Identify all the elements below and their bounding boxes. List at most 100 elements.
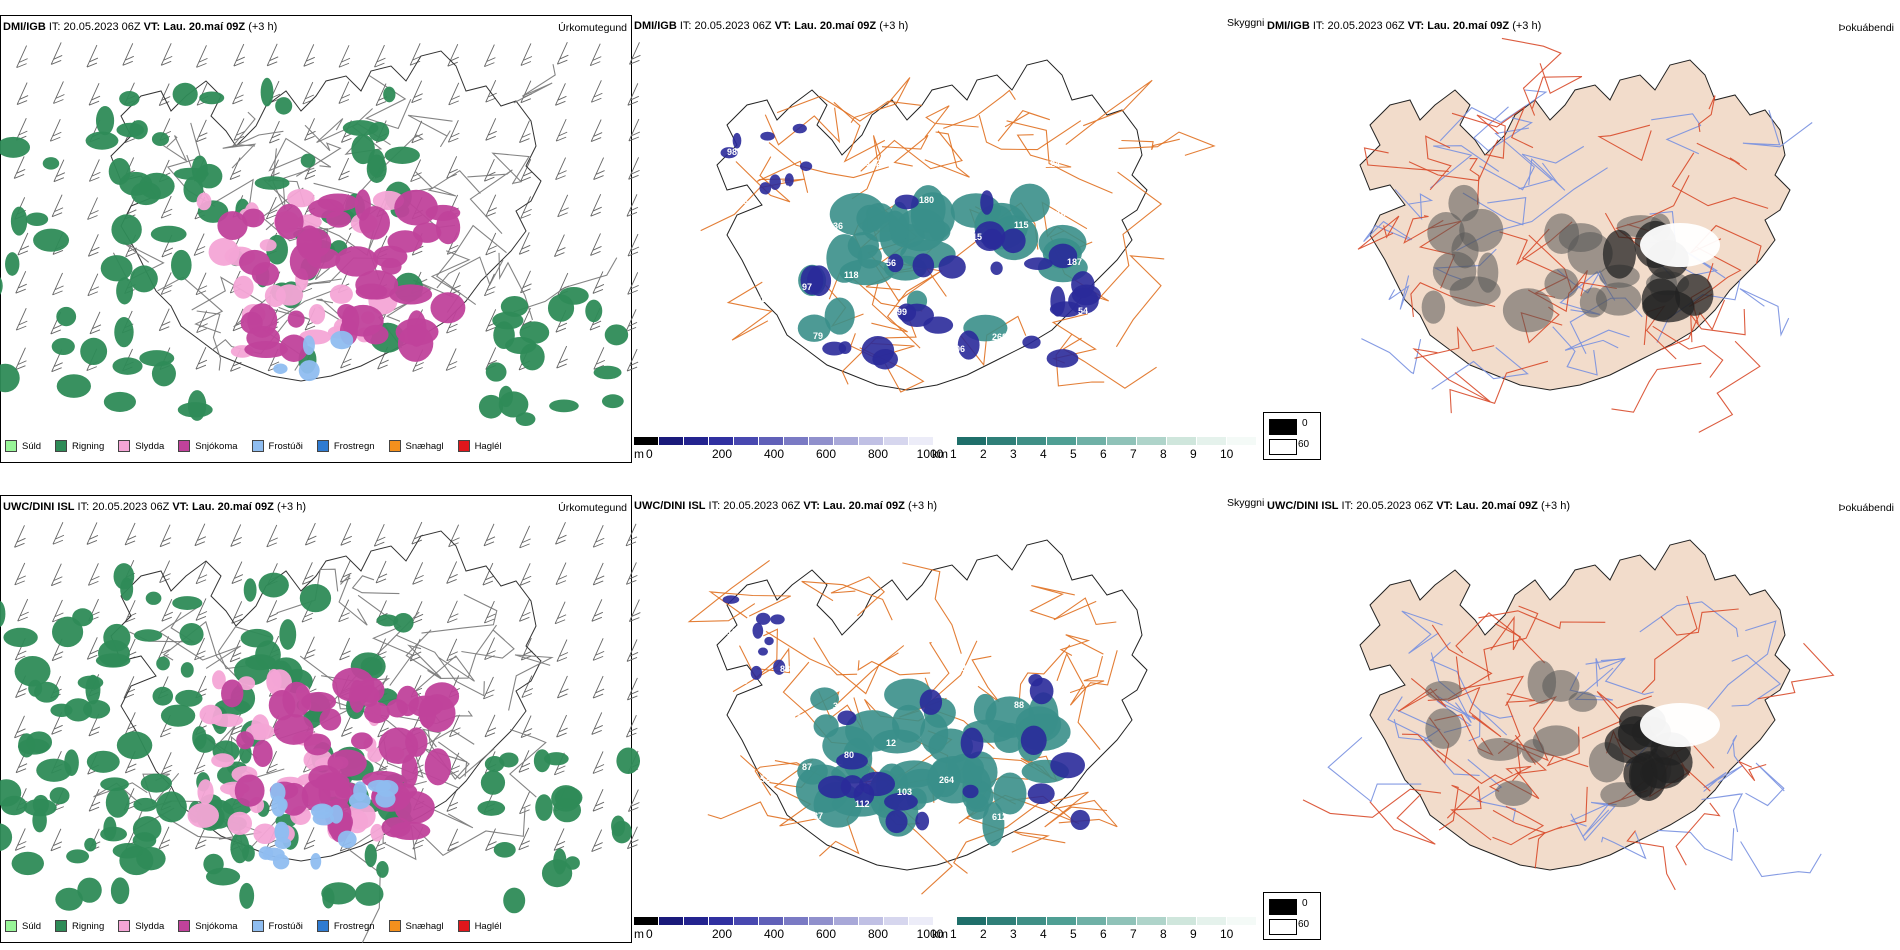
it-label: IT: xyxy=(74,501,93,513)
visibility-value-label: 115 xyxy=(1014,220,1029,230)
legend-swatch xyxy=(55,920,68,932)
km-unit: km xyxy=(932,447,948,461)
it-label: IT: xyxy=(1338,500,1357,512)
km-tick: 8 xyxy=(1160,447,1167,461)
visibility-value-label: 612 xyxy=(992,812,1007,822)
panel-header: UWC/DINI ISL IT: 20.05.2023 06Z VT: Lau.… xyxy=(634,500,937,512)
vt-value: Lau. 20.maí 09Z xyxy=(1455,500,1538,512)
fog-scale-box: 0 60 xyxy=(1263,412,1321,460)
vt-label: VT: xyxy=(1436,500,1453,512)
visibility-km-colorbar xyxy=(957,917,1257,925)
visibility-value-label: 145 xyxy=(1056,208,1071,218)
km-tick: 5 xyxy=(1070,927,1077,941)
model-name: DMI/IGB xyxy=(3,21,46,33)
km-tick: 10 xyxy=(1220,447,1234,461)
fog-panel-title: Þokuábendi xyxy=(1838,22,1894,34)
legend-swatch xyxy=(388,920,401,932)
legend-label: Snæhagl xyxy=(405,920,444,932)
visibility-value-label: 79 xyxy=(813,331,823,341)
vt-value: Lau. 20.maí 09Z xyxy=(822,500,905,512)
it-value: 20.05.2023 06Z xyxy=(694,20,772,32)
legend-label: Snæhagl xyxy=(405,440,444,452)
visibility-value-label: 106 xyxy=(950,344,965,354)
visibility-value-label: 473 xyxy=(791,713,806,723)
legend-swatch xyxy=(457,440,470,452)
vt-label: VT: xyxy=(803,500,820,512)
legend-swatch xyxy=(316,920,329,932)
legend-item-frostúði: Frostúði xyxy=(251,920,303,932)
lead-time: (+3 h) xyxy=(276,501,306,513)
km-tick: 5 xyxy=(1070,447,1077,461)
legend-label: Slydda xyxy=(135,920,165,932)
visibility-value-label: 114 xyxy=(760,294,775,304)
visibility-value-label: 97 xyxy=(1067,737,1077,747)
legend-label: Frostregn xyxy=(333,920,375,932)
visibility-value-label: 52 xyxy=(760,774,770,784)
visibility-value-label: 97 xyxy=(802,282,812,292)
legend-item-rigning: Rigning xyxy=(55,920,104,932)
km-tick: 6 xyxy=(1100,447,1107,461)
visibility-panel: UWC/DINI ISL IT: 20.05.2023 06Z VT: Lau.… xyxy=(632,480,1265,950)
legend-item-snjókoma: Snjókoma xyxy=(178,440,238,452)
panel-header: DMI/IGB IT: 20.05.2023 06Z VT: Lau. 20.m… xyxy=(634,20,908,32)
panel-header: DMI/IGB IT: 20.05.2023 06Z VT: Lau. 20.m… xyxy=(1267,20,1541,32)
lead-time: (+3 h) xyxy=(1512,20,1542,32)
visibility-value-label: 123 xyxy=(961,183,976,193)
legend-item-haglél: Haglél xyxy=(457,920,502,932)
fog-swatch-black xyxy=(1269,419,1297,435)
visibility-value-label: 15 xyxy=(972,232,982,242)
visibility-m-colorbar xyxy=(634,917,934,925)
precip-panel-title: Úrkomutegund xyxy=(558,22,627,34)
m-tick: 400 xyxy=(763,927,785,941)
visibility-value-label: 187 xyxy=(1067,257,1082,267)
visibility-value-label: 103 xyxy=(897,787,912,797)
km-unit: km xyxy=(932,927,948,941)
visibility-value-label: 268 xyxy=(992,332,1007,342)
legend-swatch xyxy=(118,440,131,452)
vt-label: VT: xyxy=(774,20,792,32)
km-tick: 3 xyxy=(1010,927,1017,941)
m-tick: 0 xyxy=(646,447,653,461)
lead-time: (+3 h) xyxy=(879,20,909,32)
visibility-m-colorbar xyxy=(634,437,934,445)
visibility-value-label: 88 xyxy=(780,664,790,674)
fog-scale-min: 0 xyxy=(1302,898,1308,909)
fog-scale-max: 60 xyxy=(1298,439,1310,450)
m-tick: 1000 xyxy=(916,927,944,941)
visibility-value-label: 142 xyxy=(866,158,881,168)
lead-time: (+3 h) xyxy=(248,21,278,33)
legend-item-haglél: Haglél xyxy=(457,440,502,452)
visibility-value-label: 93 xyxy=(1056,688,1066,698)
vt-label: VT: xyxy=(172,501,189,513)
panel-header: DMI/IGB IT: 20.05.2023 06Z VT: Lau. 20.m… xyxy=(3,21,277,33)
m-tick: 200 xyxy=(711,447,733,461)
visibility-value-label: 136 xyxy=(780,184,795,194)
legend-swatch xyxy=(251,440,264,452)
visibility-value-label: 65 xyxy=(908,836,918,846)
legend-swatch xyxy=(5,440,17,452)
km-tick: 6 xyxy=(1100,927,1107,941)
legend-label: Snjókoma xyxy=(195,920,238,932)
panel-header: UWC/DINI ISL IT: 20.05.2023 06Z VT: Lau.… xyxy=(1267,500,1570,512)
visibility-value-label: 201 xyxy=(749,725,764,735)
km-tick: 10 xyxy=(1220,927,1234,941)
visibility-km-colorbar xyxy=(957,437,1257,445)
visibility-km-ticks: km 1 2 3 4 5 6 7 8 9 10 xyxy=(932,927,1262,941)
it-value: 20.05.2023 06Z xyxy=(63,21,141,33)
km-tick: 2 xyxy=(980,927,987,941)
legend-label: Frostúði xyxy=(268,920,303,932)
visibility-value-label: 99 xyxy=(897,307,907,317)
legend-label: Súld xyxy=(22,920,42,932)
fog-panel-title: Þokuábendi xyxy=(1838,502,1894,514)
visibility-value-label: 180 xyxy=(919,195,934,205)
km-tick: 4 xyxy=(1040,927,1047,941)
it-label: IT: xyxy=(1309,20,1328,32)
legend-swatch xyxy=(178,440,191,452)
fog-scale-min: 0 xyxy=(1302,418,1308,429)
visibility-value-label: 112 xyxy=(855,799,870,809)
visibility-value-label: 56 xyxy=(886,258,896,268)
visibility-m-ticks: m 0 200 400 600 800 1000 xyxy=(634,927,954,941)
legend-swatch xyxy=(118,920,131,932)
visibility-value-label: 12 xyxy=(886,738,896,748)
legend-label: Súld xyxy=(22,440,42,452)
